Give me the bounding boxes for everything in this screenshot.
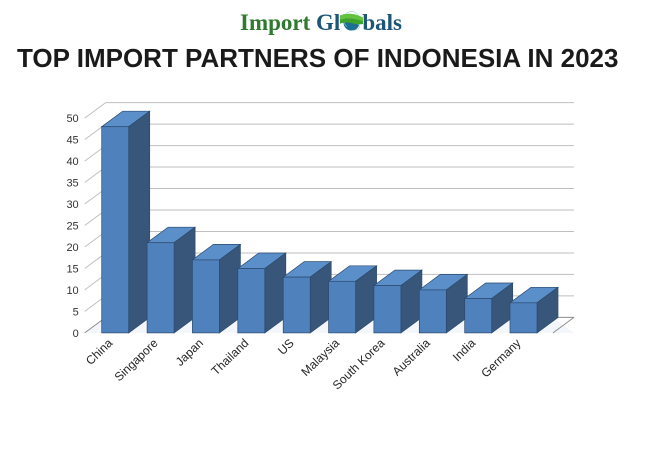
svg-text:Australia: Australia — [390, 336, 434, 379]
svg-text:0: 0 — [73, 328, 79, 340]
svg-text:Germany: Germany — [478, 336, 523, 380]
svg-text:20: 20 — [66, 242, 78, 254]
svg-text:India: India — [450, 336, 479, 364]
svg-text:40: 40 — [66, 156, 78, 168]
svg-text:Singapore: Singapore — [112, 336, 161, 384]
svg-text:45: 45 — [66, 135, 78, 147]
svg-text:10: 10 — [66, 285, 78, 297]
svg-text:15: 15 — [66, 264, 78, 276]
svg-text:Japan: Japan — [173, 336, 206, 369]
svg-text:5: 5 — [73, 306, 79, 318]
svg-text:35: 35 — [66, 178, 78, 190]
svg-text:US: US — [275, 336, 297, 358]
svg-text:30: 30 — [66, 199, 78, 211]
svg-text:Thailand: Thailand — [209, 336, 252, 378]
svg-text:50: 50 — [66, 113, 78, 125]
svg-text:25: 25 — [66, 221, 78, 233]
svg-text:China: China — [83, 336, 116, 368]
svg-text:Malaysia: Malaysia — [298, 336, 342, 379]
